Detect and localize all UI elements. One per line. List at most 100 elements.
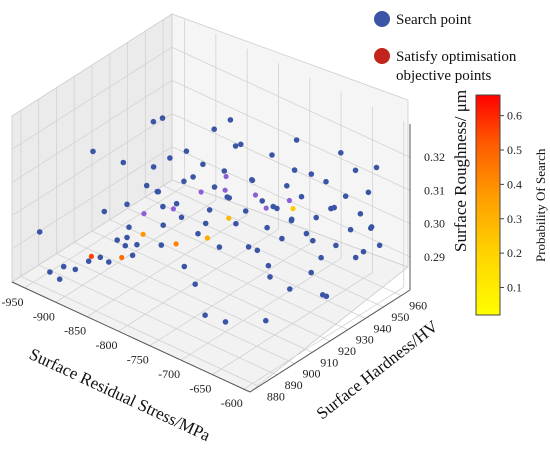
y-tick-label: 940: [374, 321, 392, 335]
search-point: [124, 201, 130, 208]
objective-point: [263, 205, 269, 211]
search-point: [264, 224, 270, 231]
grid-line-y-floor: [91, 230, 331, 342]
z-tick-label: 0.29: [424, 250, 445, 264]
search-point: [114, 237, 120, 243]
colorbar-tick-label: 0.5: [507, 143, 522, 157]
grid-line-y-floor: [56, 253, 295, 365]
colorbar-gradient: [475, 94, 501, 316]
search-point: [284, 183, 290, 189]
search-point: [287, 286, 293, 292]
y-tick-label: 910: [320, 355, 338, 369]
search-point: [376, 242, 383, 249]
objective-point: [223, 173, 229, 180]
search-point: [101, 208, 108, 215]
search-point: [347, 226, 354, 233]
search-point: [97, 254, 104, 261]
search-point: [227, 117, 234, 123]
search-point: [181, 263, 188, 270]
grid-line-z-right: [171, 80, 411, 191]
objective-point: [170, 206, 176, 212]
x-tick-label: -800: [95, 338, 117, 352]
search-point: [178, 214, 185, 221]
search-point: [373, 164, 380, 171]
objective-point: [119, 254, 125, 261]
search-point: [154, 188, 161, 195]
search-point: [254, 247, 261, 254]
search-point: [159, 115, 166, 121]
y-tick-label: 920: [338, 344, 356, 358]
search-point: [303, 230, 310, 237]
search-point: [222, 319, 229, 325]
grid-line-z-right: [171, 113, 411, 224]
colorbar-tick-label: 0.1: [507, 281, 522, 295]
colorbar-tick-label: 0.6: [507, 109, 522, 123]
search-point: [310, 237, 316, 244]
search-point: [242, 208, 249, 214]
search-point: [47, 269, 53, 275]
grid-line-z-left: [11, 46, 173, 150]
colorbar: 0.1 0.2 0.3 0.4 0.5 0.6 Probability Of Search: [475, 94, 548, 316]
legend-label-satisfy: Satisfy optimisation objective points: [396, 49, 520, 84]
search-point: [267, 274, 273, 280]
search-point: [122, 242, 129, 249]
grid-line-y-floor: [109, 219, 348, 331]
search-point: [158, 242, 165, 248]
grid-line-z-left: [11, 80, 173, 183]
grid-line-y-floor: [74, 241, 313, 353]
search-point: [238, 141, 244, 148]
z-tick-label: 0.32: [424, 150, 445, 164]
axis-lines: [11, 124, 411, 393]
search-point: [319, 292, 326, 298]
search-point: [56, 276, 63, 283]
legend-label-satisfy-line1: Satisfy optimisation: [396, 49, 517, 65]
search-point: [308, 269, 315, 276]
search-point: [357, 211, 364, 217]
search-point: [313, 214, 320, 221]
search-point: [293, 137, 300, 143]
colorbar-tick-label: 0.3: [507, 212, 522, 226]
search-point: [60, 263, 67, 270]
search-point: [342, 193, 349, 199]
search-point: [183, 148, 190, 154]
search-point: [270, 203, 277, 210]
legend-marker-search: [374, 11, 390, 27]
search-point: [195, 230, 201, 237]
search-point: [72, 266, 79, 273]
search-point: [192, 281, 198, 288]
search-point: [232, 143, 239, 149]
search-point: [323, 178, 329, 185]
search-point: [233, 220, 239, 227]
search-point: [206, 207, 213, 213]
y-tick-label: 930: [356, 333, 374, 347]
objective-point: [198, 189, 204, 195]
legend-label-satisfy-line2: objective points: [396, 68, 492, 84]
colorbar-label: Probability Of Search: [533, 148, 548, 262]
search-point: [150, 118, 157, 125]
grid-line-y-floor: [38, 264, 277, 376]
z-tick-label: 0.31: [424, 183, 445, 197]
search-point: [160, 203, 166, 210]
x-tick-label: -600: [221, 396, 243, 410]
z-axis-label: Surface Roughness/ μm: [451, 90, 470, 252]
search-point: [134, 241, 140, 248]
grid-line-z-right: [171, 46, 411, 158]
search-point: [129, 252, 136, 259]
search-point: [120, 159, 127, 166]
x-tick-label: -750: [127, 353, 149, 367]
search-point: [338, 150, 344, 156]
search-point: [190, 174, 196, 180]
y-tick-label: 890: [285, 378, 303, 392]
colorbar-tick-label: 0.2: [507, 246, 522, 260]
x-tick-label: -900: [33, 309, 55, 323]
search-point: [200, 161, 206, 168]
x-axis-line: [11, 281, 251, 393]
search-point: [352, 167, 359, 174]
search-point: [202, 220, 209, 227]
search-point: [288, 217, 295, 224]
y-tick-label: 950: [391, 310, 409, 324]
search-point: [211, 184, 218, 190]
objective-point: [88, 253, 94, 259]
data-points: [36, 115, 383, 325]
search-point: [279, 235, 285, 242]
